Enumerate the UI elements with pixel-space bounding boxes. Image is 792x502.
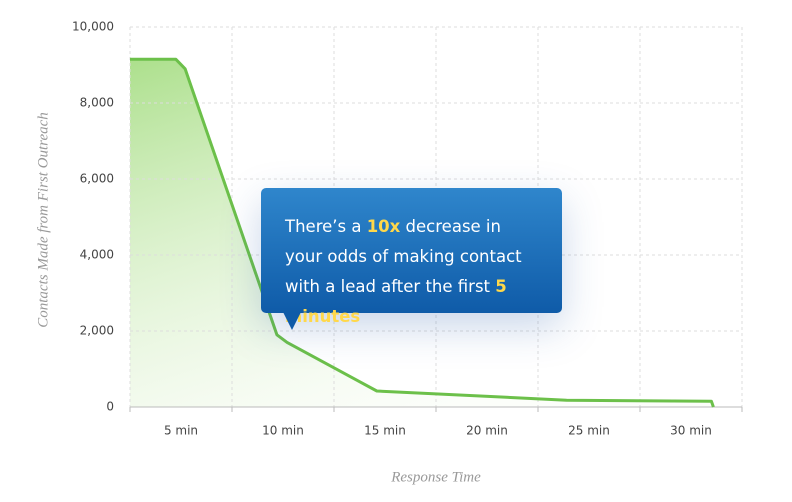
y-tick-label: 0 [106,400,114,414]
callout: There’s a 10x decrease in your odds of m… [261,188,562,326]
area [130,59,714,408]
x-tick-label: 10 min [262,424,304,438]
callout-text: decrease in your odds of making contact … [285,217,522,296]
y-axis-title: Contacts Made from First Outreach [35,112,51,328]
callout-highlight: 10x [366,217,401,236]
line [130,57,715,408]
y-tick-label: 6,000 [80,172,114,186]
y-tick-label: 10,000 [72,20,114,34]
callout-highlight: 5 minutes [285,277,507,326]
y-tick-label: 2,000 [80,324,114,338]
callout-text: There’s a [285,217,367,236]
x-tick-label: 30 min [670,424,712,438]
x-axis-title: Response Time [390,469,481,485]
x-tick-label: 15 min [364,424,406,438]
x-tick-label: 5 min [164,424,198,438]
y-tick-label: 8,000 [80,96,114,110]
x-tick-label: 20 min [466,424,508,438]
callout-pointer [283,312,301,330]
y-tick-label: 4,000 [80,248,114,262]
x-tick-label: 25 min [568,424,610,438]
